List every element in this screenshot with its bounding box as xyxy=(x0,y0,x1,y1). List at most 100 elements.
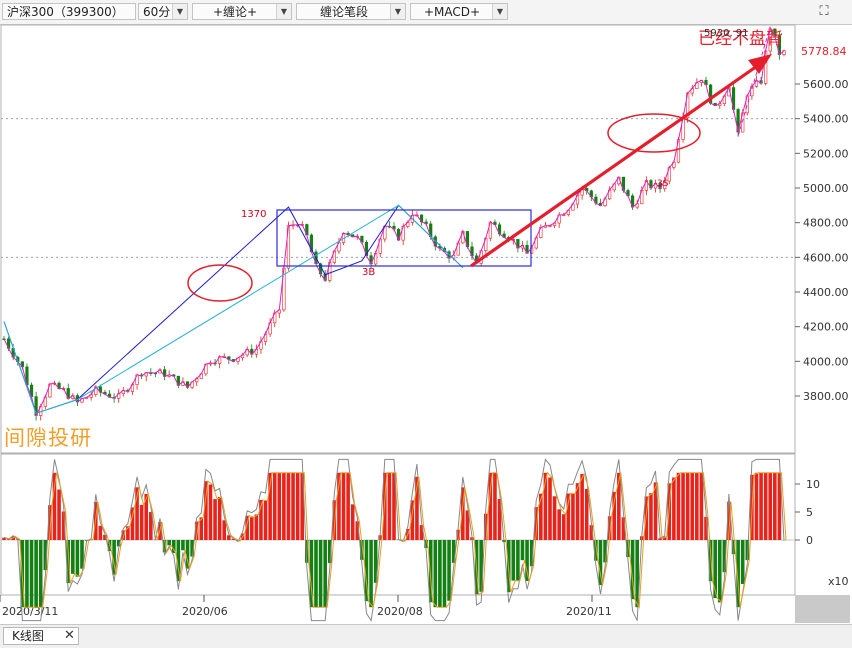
indicator-selector-1[interactable]: +缠论+ ▼ xyxy=(192,3,292,20)
macd-bar xyxy=(213,499,217,540)
price-tick-label: 4200.00 xyxy=(803,321,849,334)
macd-bar xyxy=(53,473,57,540)
macd-bar xyxy=(521,540,525,560)
macd-bar xyxy=(346,473,350,540)
label-1370: 1370 xyxy=(241,209,266,220)
macd-bar xyxy=(264,501,268,540)
symbol-label: 沪深300（399300） xyxy=(7,5,124,19)
kline-chart: 3800.00 4000.00 4200.00 4400.00 4600.00 4800.… xyxy=(0,24,852,624)
macd-bar xyxy=(525,540,529,581)
macd-bar xyxy=(291,473,295,540)
macd-bar xyxy=(438,540,442,607)
macd-bar xyxy=(741,540,745,584)
high-price-label: 5930. 91 xyxy=(704,28,749,39)
macd-bar xyxy=(319,540,323,607)
macd-bar xyxy=(585,489,589,540)
macd-bar xyxy=(209,485,213,540)
macd-bar xyxy=(296,473,300,540)
macd-bar xyxy=(323,540,327,607)
macd-bar xyxy=(672,478,676,540)
candlestick-series xyxy=(3,27,786,420)
trend-arrow-line xyxy=(471,64,760,266)
price-tick-label: 5600.00 xyxy=(803,78,849,91)
macd-bar xyxy=(700,473,704,540)
macd-bar xyxy=(25,540,29,607)
corner-block xyxy=(795,595,850,623)
indicator-label-2: 缠论笔段 xyxy=(320,5,368,19)
macd-bar xyxy=(511,540,515,581)
macd-multiplier: x10 xyxy=(828,575,849,588)
price-tick-label: 5200.00 xyxy=(803,147,849,160)
macd-bar xyxy=(250,517,254,540)
chevron-down-icon: ▼ xyxy=(172,4,187,19)
bottom-tab-bar: K线图 ✕ xyxy=(0,624,852,648)
macd-bar xyxy=(447,540,451,601)
label-3s: 3S xyxy=(657,179,669,189)
macd-bar xyxy=(255,514,259,540)
indicator-selector-3[interactable]: +MACD+ ▼ xyxy=(410,3,508,20)
price-axis: 3800.00 4000.00 4200.00 4400.00 4600.00 4800.… xyxy=(795,78,849,403)
chart-toolbar: 沪深300（399300） 60分 ▼ +缠论+ ▼ 缠论笔段 ▼ +MACD+… xyxy=(0,0,852,25)
price-tick-label: 4800.00 xyxy=(803,217,849,230)
macd-tick-label: 0 xyxy=(806,534,813,547)
macd-bar xyxy=(562,514,566,540)
symbol-selector[interactable]: 沪深300（399300） xyxy=(2,3,136,20)
price-tick-label: 5400.00 xyxy=(803,113,849,126)
indicator-selector-2[interactable]: 缠论笔段 ▼ xyxy=(296,3,406,20)
macd-bar xyxy=(768,473,772,540)
macd-bar xyxy=(759,473,763,540)
chan-overlays xyxy=(4,27,784,416)
macd-bar xyxy=(695,473,699,540)
macd-bar xyxy=(433,540,437,607)
chan-segment-line xyxy=(4,205,463,413)
price-tick-label: 4600.00 xyxy=(803,251,849,264)
time-tick-label: 2020/08 xyxy=(377,605,423,618)
label-3b: 3B xyxy=(362,267,375,278)
macd-bar xyxy=(493,473,497,540)
chevron-down-icon: ▼ xyxy=(390,4,405,19)
macd-bar xyxy=(71,540,75,574)
expand-icon[interactable]: ⛶ xyxy=(812,3,836,20)
macd-bar xyxy=(649,493,653,540)
period-selector[interactable]: 60分 ▼ xyxy=(138,3,188,20)
macd-bar xyxy=(282,473,286,540)
tab-kline-label: K线图 xyxy=(12,629,44,643)
watermark-text: 间隙投研 xyxy=(4,422,92,452)
macd-bar xyxy=(34,540,38,607)
macd-bar xyxy=(516,540,520,581)
macd-bar xyxy=(580,474,584,540)
chan-stroke-line xyxy=(4,205,463,413)
macd-bar xyxy=(99,526,103,540)
macd-bar xyxy=(342,473,346,540)
macd-bar xyxy=(557,509,561,540)
macd-tick-label: 10 xyxy=(806,478,820,491)
macd-bar xyxy=(287,473,291,540)
price-tick-label: 4400.00 xyxy=(803,286,849,299)
macd-bar xyxy=(764,473,768,540)
macd-bar xyxy=(548,478,552,540)
price-tick-label: 3800.00 xyxy=(803,390,849,403)
macd-bar xyxy=(76,540,80,577)
price-tick-label: 5000.00 xyxy=(803,182,849,195)
macd-bar xyxy=(277,473,281,540)
macd-bar xyxy=(39,540,43,607)
indicator-label-1: +缠论+ xyxy=(213,5,257,19)
macd-tick-label: 5 xyxy=(806,506,813,519)
tab-kline[interactable]: K线图 ✕ xyxy=(3,627,79,645)
macd-bar xyxy=(369,540,373,607)
macd-bar xyxy=(314,540,318,607)
macd-bar xyxy=(773,473,777,540)
macd-bar xyxy=(612,492,616,540)
price-tick-label: 4000.00 xyxy=(803,355,849,368)
macd-bar xyxy=(167,540,171,545)
macd-histogram xyxy=(2,459,786,620)
period-label: 60分 xyxy=(143,5,170,19)
macd-bar xyxy=(658,538,662,540)
chevron-down-icon: ▼ xyxy=(276,4,291,19)
macd-bar xyxy=(571,494,575,540)
macd-bar xyxy=(351,504,355,540)
macd-bar xyxy=(273,473,277,540)
close-icon[interactable]: ✕ xyxy=(64,628,75,644)
macd-bar xyxy=(690,473,694,540)
